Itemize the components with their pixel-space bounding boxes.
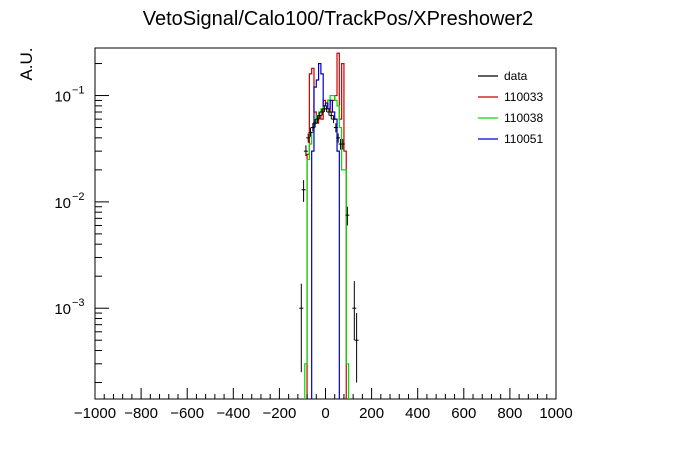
y-axis-label: A.U. <box>17 47 36 80</box>
data-point-0 <box>299 283 304 373</box>
data-point-1 <box>301 180 306 202</box>
legend-entry-110038: 110038 <box>478 111 543 125</box>
chart-title: VetoSignal/Calo100/TrackPos/XPreshower2 <box>143 8 534 30</box>
data-point-18 <box>340 139 345 150</box>
data-point-19 <box>345 206 350 226</box>
data-point-7 <box>315 115 320 124</box>
data-point-8 <box>317 112 322 120</box>
x-tick-label: 600 <box>451 405 476 422</box>
x-tick-label: 0 <box>321 405 329 422</box>
legend-label: data <box>504 69 528 83</box>
x-tick-label: −400 <box>216 405 250 422</box>
x-tick-label: 1000 <box>539 405 572 422</box>
data-point-12 <box>326 108 331 116</box>
legend-label: 110051 <box>504 132 543 146</box>
x-tick-label: −200 <box>263 405 297 422</box>
data-point-15 <box>333 123 338 133</box>
y-tick-label-exponent: −3 <box>72 297 85 309</box>
legend-entry-110033: 110033 <box>478 90 543 104</box>
data-point-5 <box>310 123 315 132</box>
y-tick-label-base: 10 <box>54 89 71 106</box>
data-point-16 <box>336 133 341 143</box>
legend-label: 110033 <box>504 90 543 104</box>
data-point-6 <box>313 119 318 128</box>
data-point-3 <box>306 133 311 143</box>
x-tick-label: −1000 <box>74 405 116 422</box>
x-tick-label: 800 <box>497 405 522 422</box>
data-point-13 <box>329 112 334 120</box>
data-point-2 <box>303 145 308 157</box>
data-points-layer <box>299 105 359 383</box>
x-axis: −1000 −800 −600 −400 −200 0 200 400 600 800 1000 <box>74 388 573 422</box>
x-tick-label: 400 <box>405 405 430 422</box>
y-tick-label-base: 10 <box>54 195 71 212</box>
y-tick-label-exponent: −2 <box>72 191 85 203</box>
x-tick-label: −800 <box>124 405 158 422</box>
data-point-4 <box>308 127 313 137</box>
series-line-110033 <box>306 52 347 399</box>
data-point-20 <box>352 281 357 341</box>
x-tick-label: −600 <box>170 405 204 422</box>
legend-entry-110051: 110051 <box>478 132 543 146</box>
data-point-21 <box>354 313 359 383</box>
data-point-9 <box>320 108 325 116</box>
legend-entry-data: data <box>478 69 528 83</box>
y-tick-label-base: 10 <box>54 301 71 318</box>
y-tick-label-exponent: −1 <box>72 85 85 97</box>
legend: data 110033 110038 110051 <box>478 69 543 146</box>
series-line-110051 <box>311 62 340 399</box>
data-point-14 <box>331 115 336 124</box>
series-layer <box>304 52 350 399</box>
y-axis: 10−110−210−3 <box>54 63 109 384</box>
data-point-11 <box>324 105 329 113</box>
x-tick-label: 200 <box>359 405 384 422</box>
legend-label: 110038 <box>504 111 543 125</box>
